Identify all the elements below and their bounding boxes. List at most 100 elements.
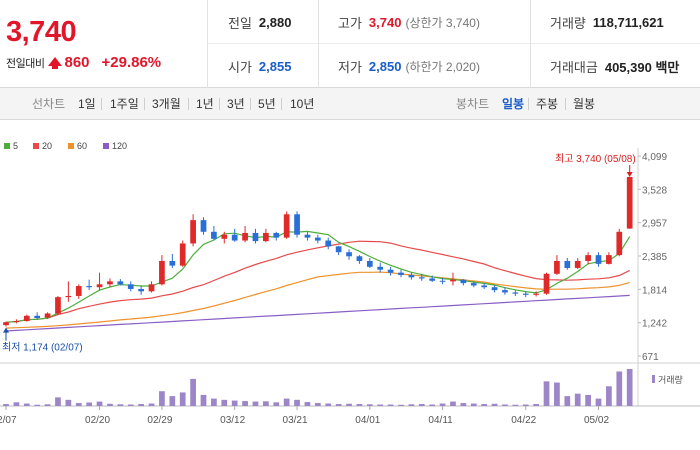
volume-bar: [96, 401, 103, 406]
period-5y[interactable]: 5년: [258, 97, 276, 111]
volume-bar: [263, 401, 269, 406]
candlestick-chart: 5 20 60 120 4,099 3,528 2,957 2,385 1,814 1,242 67…: [0, 141, 700, 426]
stat-prev: 전일 2,880: [228, 0, 291, 44]
stat-prev-value: 2,880: [258, 14, 292, 30]
candle-body: [595, 255, 602, 264]
stat-high: 고가 3,740 (상한가 3,740): [338, 0, 480, 44]
high-annotation: 최고 3,740 (05/08): [555, 153, 636, 165]
ma-line-120: [5, 294, 630, 332]
legend-swatch: [68, 143, 74, 149]
candle-body: [96, 284, 103, 288]
stat-high-sub: (상한가 3,740): [405, 15, 480, 30]
volume-bar: [242, 401, 248, 406]
quote-header: 3,740 전일대비 860 +29.86% 전일 2,880 고가 3,740…: [0, 0, 700, 88]
candle-body: [34, 315, 41, 319]
candle-monthly[interactable]: 월봉: [573, 97, 596, 111]
candle-body: [481, 285, 488, 288]
volume-bar: [211, 398, 217, 406]
stat-low-sub: (하한가 2,020): [405, 59, 480, 74]
y-tick-label: 1,814: [642, 285, 667, 296]
candle-chart-label: 봉차트: [456, 97, 490, 111]
x-tick-label: 02/29: [147, 415, 172, 426]
candle-daily[interactable]: 일봉: [502, 97, 525, 111]
toolbar-sep: [281, 98, 282, 110]
candle-body: [429, 278, 436, 281]
volume-bar: [283, 398, 290, 406]
legend-swatch: [33, 143, 39, 149]
volume-bar: [398, 404, 404, 406]
toolbar-sep: [144, 98, 145, 110]
volume-bar: [522, 404, 529, 406]
chart-area: 5 20 60 120 4,099 3,528 2,957 2,385 1,814 1,242 67…: [0, 120, 700, 450]
period-1d[interactable]: 1일: [78, 97, 96, 111]
candle-body: [200, 220, 207, 232]
toolbar-sep: [219, 98, 220, 110]
legend-label-60: 60: [77, 141, 87, 151]
change-label: 전일대비: [6, 57, 45, 70]
volume-bar: [512, 404, 519, 406]
volume-bar: [616, 371, 623, 406]
candle-body: [304, 234, 311, 238]
candle-body: [148, 284, 155, 292]
volume-bar: [408, 404, 415, 406]
period-1w[interactable]: 1주일: [110, 97, 139, 111]
change-percent: +29.86%: [101, 54, 162, 71]
volume-bar: [75, 403, 82, 406]
x-tick-label: 03/21: [283, 415, 308, 426]
period-3y[interactable]: 3년: [227, 97, 245, 111]
volume-bar: [34, 404, 41, 406]
volume-bar: [460, 403, 467, 406]
candle-body: [273, 232, 280, 238]
volume-bar: [418, 404, 425, 406]
period-10y[interactable]: 10년: [290, 97, 315, 111]
legend-label-120: 120: [112, 141, 127, 151]
volume-bar: [294, 399, 300, 406]
volume-bar: [221, 399, 228, 406]
volume-bar: [273, 402, 280, 406]
volume-bar: [169, 396, 176, 406]
toolbar-sep: [188, 98, 189, 110]
x-tick-label: 03/12: [220, 415, 245, 426]
candle-body: [242, 232, 248, 241]
volume-bar: [543, 381, 550, 406]
candle-body: [179, 243, 186, 266]
current-price: 3,740: [6, 16, 77, 48]
candle-body: [574, 260, 581, 268]
candle-body: [75, 286, 82, 296]
x-tick-label: 02/07: [0, 415, 17, 426]
volume-bar: [564, 396, 571, 406]
candle-body: [127, 284, 134, 289]
candle-body: [138, 288, 144, 292]
x-tick-label: 04/22: [511, 415, 536, 426]
volume-bar: [304, 402, 311, 406]
period-1y[interactable]: 1년: [196, 97, 214, 111]
volume-bar: [491, 403, 498, 406]
stats-row-2: 시가 2,855 저가 2,850 (하한가 2,020) 거래대금 405,3…: [208, 44, 700, 88]
candle-weekly[interactable]: 주봉: [536, 97, 559, 111]
volume-bar: [439, 403, 446, 406]
volume-legend-label: 거래량: [658, 374, 683, 385]
candle-body: [335, 246, 342, 253]
stat-low-value: 2,850: [368, 58, 402, 74]
price-box: 3,740 전일대비 860 +29.86%: [0, 0, 208, 88]
volume-bar: [595, 398, 602, 406]
stat-amount-label: 거래대금: [550, 59, 598, 75]
volume-bar: [107, 403, 113, 406]
candle-body: [585, 255, 591, 261]
volume-bar: [481, 404, 488, 406]
ma-line-20: [5, 240, 630, 323]
candle-body: [107, 281, 113, 285]
stat-volume-label: 거래량: [550, 15, 586, 31]
legend-swatch: [103, 143, 109, 149]
candle-body: [221, 234, 228, 239]
candle-body: [3, 322, 9, 326]
candle-body: [450, 279, 456, 282]
volume-bar: [502, 404, 508, 406]
period-3m[interactable]: 3개월: [152, 97, 181, 111]
toolbar-sep: [250, 98, 251, 110]
change-value: 860: [64, 54, 90, 71]
candle-body: [55, 297, 61, 314]
y-tick-label: 1,242: [642, 319, 667, 330]
candle-body: [512, 292, 519, 294]
line-chart-label: 선차트: [32, 97, 66, 111]
